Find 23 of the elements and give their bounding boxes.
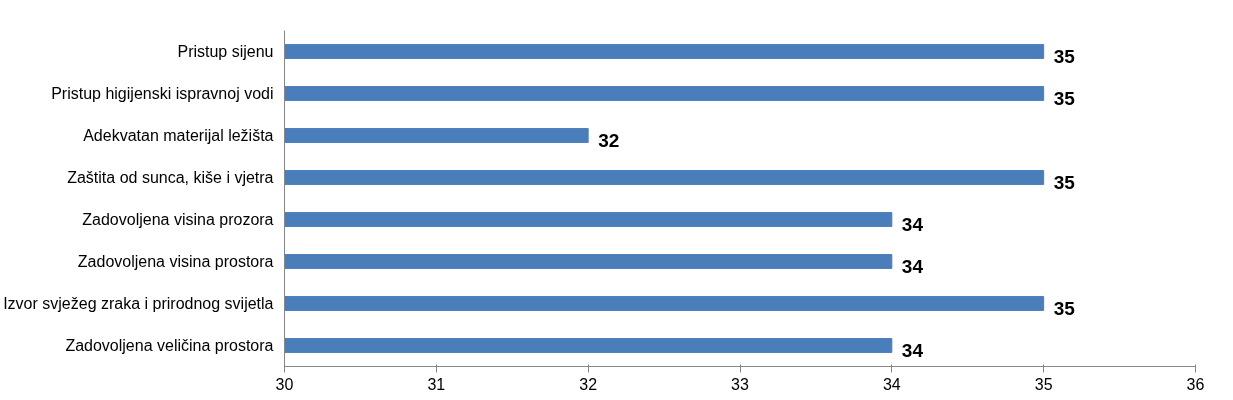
y-tick-label: Zaštita od sunca, kiše i vjetra — [67, 169, 274, 186]
y-tick-label: Pristup higijenski ispravnoj vodi — [51, 85, 274, 102]
x-tick-label: 34 — [882, 375, 901, 393]
data-label: 35 — [1053, 87, 1076, 109]
x-tick-label: 32 — [579, 375, 598, 393]
x-tick-label: 33 — [731, 375, 749, 393]
x-tick-label: 30 — [275, 375, 294, 393]
data-label: 35 — [1053, 45, 1076, 67]
data-label: 34 — [901, 339, 924, 361]
data-label: 34 — [901, 255, 924, 277]
x-tick-label: 31 — [427, 375, 446, 393]
y-tick-label: Izvor svježeg zraka i prirodnog svijetla — [3, 295, 274, 312]
y-tick-label: Pristup sijenu — [177, 43, 274, 60]
data-label: 35 — [1053, 297, 1076, 319]
data-label: 32 — [598, 129, 620, 151]
x-tick-label: 35 — [1034, 375, 1053, 393]
y-tick-label: Zadovoljena visina prostora — [77, 253, 274, 270]
x-tick-label: 36 — [1186, 375, 1205, 393]
y-tick-label: Zadovoljena visina prozora — [82, 211, 274, 228]
data-label: 34 — [901, 213, 924, 235]
data-label: 35 — [1053, 171, 1076, 193]
y-tick-label: Zadovoljena veličina prostora — [65, 337, 274, 354]
y-tick-label: Adekvatan materijal ležišta — [83, 127, 274, 144]
